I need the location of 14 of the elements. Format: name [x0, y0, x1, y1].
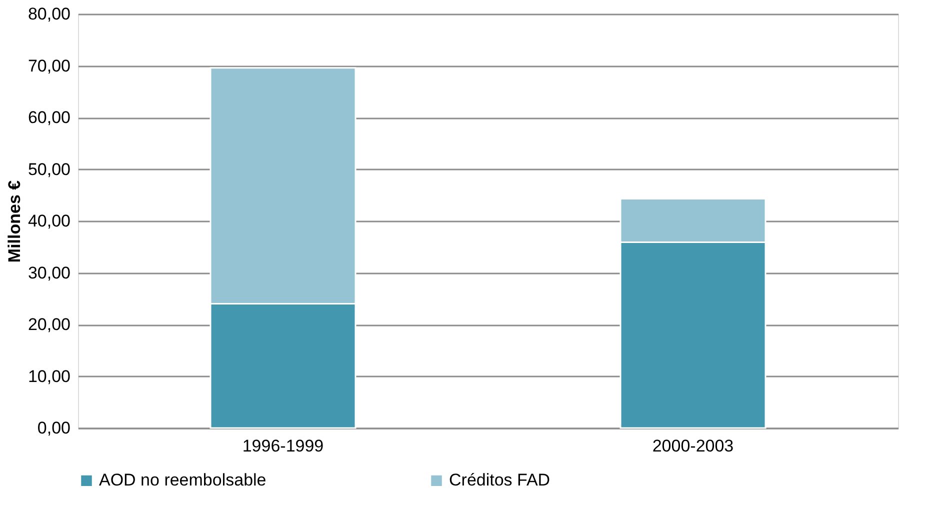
y-tick-label: 60,00: [28, 108, 70, 127]
y-tick-label: 30,00: [28, 263, 70, 282]
y-axis-title: Millones €: [4, 180, 24, 263]
y-tick-label: 0,00: [37, 418, 70, 438]
y-tick-label: 50,00: [28, 160, 70, 179]
legend-label: AOD no reembolsable: [99, 470, 266, 490]
y-tick-label: 20,00: [28, 315, 70, 334]
legend-label: Créditos FAD: [449, 470, 550, 490]
y-tick-label: 10,00: [28, 366, 70, 386]
x-tick-label: 2000-2003: [652, 436, 734, 456]
y-tick-label: 70,00: [28, 56, 70, 76]
y-tick-label: 40,00: [28, 212, 70, 230]
x-tick-label: 1996-1999: [242, 436, 324, 456]
y-tick-label: 80,00: [28, 4, 70, 24]
